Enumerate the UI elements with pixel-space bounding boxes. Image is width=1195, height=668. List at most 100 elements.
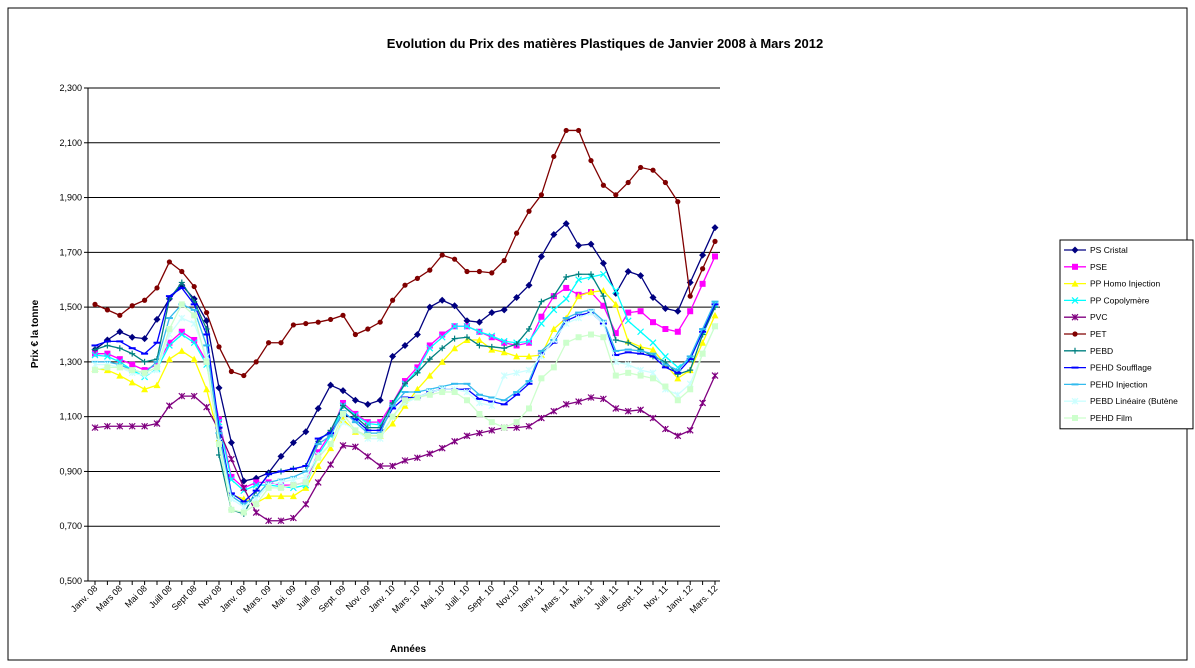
data-point (365, 326, 371, 332)
data-point (153, 381, 161, 389)
data-point (215, 384, 223, 392)
data-point (414, 364, 421, 371)
data-point (500, 348, 508, 356)
data-point (624, 361, 632, 369)
legend-marker (1071, 280, 1079, 287)
data-point (674, 374, 682, 382)
data-point (489, 270, 495, 276)
data-point (289, 476, 297, 484)
data-point (513, 419, 520, 426)
data-point (451, 302, 459, 310)
data-point (538, 313, 545, 320)
data-point (165, 342, 173, 349)
data-point (612, 330, 619, 337)
data-point (576, 127, 582, 134)
data-point (587, 288, 595, 296)
legend-marker (1072, 347, 1078, 354)
data-point (711, 224, 719, 232)
data-point (129, 350, 136, 357)
data-point (537, 414, 545, 422)
data-point (227, 439, 235, 447)
data-point (389, 352, 397, 360)
data-point (711, 311, 719, 319)
data-point (116, 372, 124, 379)
data-point (637, 406, 645, 414)
data-point (575, 334, 582, 341)
data-point (439, 389, 446, 396)
data-point (537, 352, 545, 360)
data-point (500, 372, 508, 380)
data-point (624, 268, 632, 276)
data-point (439, 252, 445, 258)
data-point (625, 179, 631, 186)
data-point (637, 272, 645, 280)
data-point (389, 462, 397, 470)
data-point (426, 450, 434, 458)
data-point (116, 422, 124, 430)
legend-marker (1071, 246, 1079, 254)
data-point (240, 484, 248, 492)
data-point (104, 364, 111, 371)
data-point (277, 452, 285, 460)
data-point (625, 309, 632, 316)
data-point (699, 251, 707, 259)
data-point (638, 164, 644, 171)
data-point (625, 339, 632, 346)
data-point (537, 320, 545, 327)
data-point (637, 366, 645, 374)
y-tick-label: 1,300 (59, 357, 82, 367)
data-point (513, 424, 521, 432)
data-point (289, 492, 297, 500)
data-point (488, 332, 496, 340)
data-point (599, 395, 607, 403)
data-point (563, 284, 570, 291)
data-point (91, 351, 99, 359)
data-point (153, 315, 161, 323)
data-point (525, 352, 533, 360)
data-point (687, 308, 694, 315)
data-point (203, 358, 210, 365)
data-point (153, 420, 161, 427)
data-point (563, 339, 570, 346)
data-point (142, 297, 148, 303)
data-point (191, 283, 197, 290)
data-point (513, 369, 521, 377)
data-point (514, 230, 520, 236)
data-point (538, 298, 545, 305)
data-point (488, 402, 496, 410)
data-point (426, 303, 434, 311)
data-point (700, 266, 706, 272)
data-point (265, 517, 273, 525)
data-point (377, 319, 383, 325)
data-point (551, 153, 557, 160)
data-point (452, 256, 458, 262)
data-point (289, 439, 297, 447)
data-point (253, 359, 259, 365)
data-point (463, 432, 471, 440)
data-point (687, 367, 694, 374)
data-point (413, 385, 421, 393)
data-point (303, 320, 309, 327)
data-point (327, 441, 334, 448)
data-point (277, 492, 285, 500)
data-point (686, 426, 694, 434)
data-point (587, 240, 595, 248)
data-point (364, 432, 371, 439)
data-point (116, 364, 123, 371)
data-point (166, 326, 173, 333)
data-point (500, 337, 508, 345)
data-point (637, 372, 644, 379)
data-point (240, 503, 248, 511)
data-point (389, 413, 396, 420)
data-point (513, 294, 521, 302)
data-point (451, 344, 459, 352)
data-point (612, 405, 620, 412)
data-point (364, 452, 372, 460)
data-point (538, 192, 545, 198)
data-point (402, 397, 408, 404)
legend-label: PSE (1090, 262, 1107, 272)
data-point (376, 462, 384, 470)
data-point (165, 402, 173, 410)
data-point (328, 316, 334, 323)
